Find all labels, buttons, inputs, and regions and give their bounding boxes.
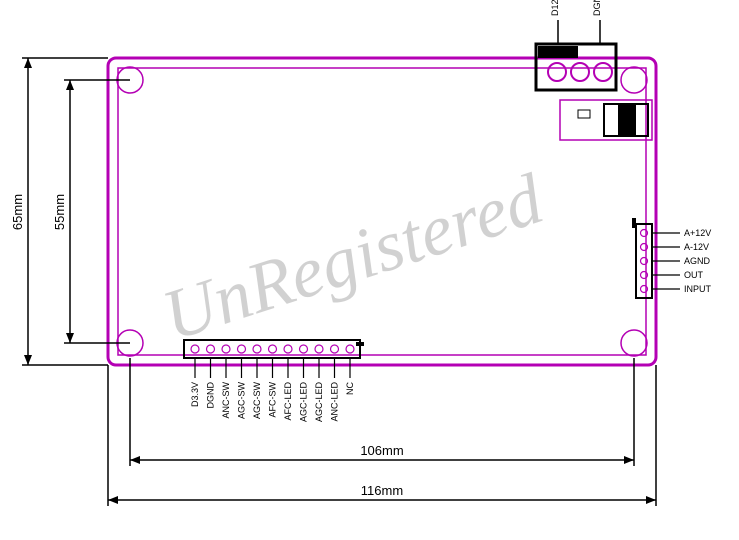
bottom-pin <box>191 345 199 353</box>
bottom-pin-label: ANC-LED <box>330 382 340 422</box>
bottom-pin-label: NC <box>345 382 355 395</box>
bottom-pin-label: AGC-LED <box>299 382 309 423</box>
bottom-header: D3.3V DGND ANC-SW AGC-SW AGC-SW AFC-SW AFC-LED… <box>184 340 364 422</box>
bottom-pin-label: AGC-LED <box>314 382 324 423</box>
watermark: UnRegistered <box>153 158 553 356</box>
dim-width-inner-text: 106mm <box>360 443 403 458</box>
side-label-4: INPUT <box>684 284 712 294</box>
dim-height-inner-text: 55mm <box>52 194 67 230</box>
top-misc-block <box>560 100 652 140</box>
bottom-pin <box>253 345 261 353</box>
bottom-pin-label: AGC-SW <box>252 381 262 419</box>
bottom-pin-label: AFC-LED <box>283 382 293 421</box>
side-label-2: AGND <box>684 256 711 266</box>
side-label-3: OUT <box>684 270 704 280</box>
hole-top-right <box>621 67 647 93</box>
bottom-pin <box>207 345 215 353</box>
bottom-pin <box>238 345 246 353</box>
side-label-1: A-12V <box>684 242 709 252</box>
dim-height-outer-text: 65mm <box>10 194 25 230</box>
bottom-pin-label: ANC-SW <box>221 381 231 418</box>
pcb-outline <box>108 58 656 365</box>
side-label-0: A+12V <box>684 228 711 238</box>
hole-bottom-right <box>621 330 647 356</box>
bottom-pin <box>269 345 277 353</box>
bottom-pin <box>346 345 354 353</box>
dim-width-outer-text: 116mm <box>361 483 403 498</box>
bottom-pin <box>222 345 230 353</box>
bottom-pin-label: D3.3V <box>190 382 200 407</box>
top-power-label-0: D12V <box>550 0 560 16</box>
top-power-connector: D12V DGND <box>536 0 616 90</box>
bottom-pin <box>331 345 339 353</box>
schematic-svg: UnRegistered D12V DGND <box>0 0 739 540</box>
bottom-pin-label: AFC-SW <box>268 382 278 418</box>
bottom-pin-label: AGC-SW <box>237 381 247 419</box>
bottom-pin-label: DGND <box>206 382 216 409</box>
pcb-inner-rect <box>118 68 646 355</box>
bottom-pin <box>284 345 292 353</box>
top-power-label-1: DGND <box>592 0 602 16</box>
bottom-pin <box>315 345 323 353</box>
bottom-pin <box>300 345 308 353</box>
side-header: A+12V A-12V AGND OUT INPUT <box>632 218 712 298</box>
dim-width-inner: 106mm <box>130 358 634 466</box>
